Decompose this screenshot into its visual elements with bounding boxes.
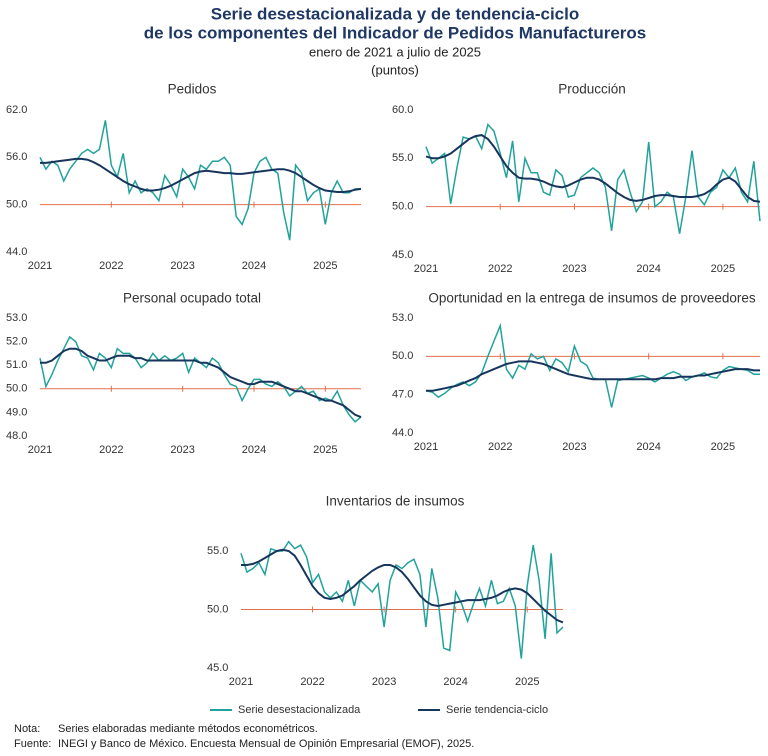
- x-tick-label: 2023: [170, 444, 194, 456]
- x-tick-label: 2023: [562, 263, 586, 275]
- y-tick-label: 51.0: [6, 359, 27, 371]
- panel-title: Pedidos: [168, 82, 217, 97]
- y-tick-label: 53.0: [6, 312, 27, 324]
- x-tick-label: 2024: [443, 676, 467, 688]
- seasonal-line: [39, 120, 361, 241]
- x-tick-label: 2023: [562, 441, 586, 453]
- x-tick-label: 2023: [372, 676, 396, 688]
- y-tick-label: 50.0: [392, 201, 413, 213]
- x-tick-label: 2024: [636, 263, 660, 275]
- y-tick-label: 50.0: [6, 383, 27, 395]
- title: de los componentes del Indicador de Pedi…: [144, 23, 647, 42]
- trend-line: [426, 360, 760, 392]
- x-tick-label: 2022: [488, 263, 512, 275]
- y-tick-label: 48.0: [6, 430, 27, 442]
- y-tick-label: 62.0: [6, 104, 27, 116]
- x-tick-label: 2025: [313, 444, 337, 456]
- x-tick-label: 2025: [313, 260, 337, 272]
- y-tick-label: 44.0: [392, 427, 413, 439]
- y-tick-label: 55.0: [207, 545, 228, 557]
- seasonal-line: [39, 335, 362, 423]
- x-tick-label: 2025: [515, 676, 539, 688]
- x-tick-label: 2025: [711, 441, 735, 453]
- x-tick-label: 2022: [488, 441, 512, 453]
- note-label: Fuente:: [14, 738, 51, 750]
- trend-line: [241, 548, 564, 624]
- trend-line: [40, 157, 362, 193]
- note-text: Series elaboradas mediante métodos econo…: [58, 723, 318, 735]
- subtitle: enero de 2021 a julio de 2025: [309, 44, 481, 59]
- x-tick-label: 2021: [229, 676, 253, 688]
- x-tick-label: 2024: [242, 444, 266, 456]
- trend-line: [40, 347, 362, 419]
- x-tick-label: 2021: [414, 263, 438, 275]
- seasonal-line: [425, 322, 760, 408]
- y-tick-label: 60.0: [392, 104, 413, 116]
- trend-line: [425, 134, 761, 203]
- y-tick-label: 47.0: [392, 389, 413, 401]
- x-tick-label: 2024: [242, 260, 266, 272]
- x-tick-label: 2025: [711, 263, 735, 275]
- y-tick-label: 55.0: [392, 152, 413, 164]
- y-tick-label: 45.0: [207, 662, 228, 674]
- seasonal-line: [240, 540, 564, 659]
- panel-title: Inventarios de insumos: [326, 494, 465, 509]
- y-tick-label: 53.0: [392, 312, 413, 324]
- y-tick-label: 52.0: [6, 336, 27, 348]
- title: Serie desestacionalizada y de tendencia-…: [211, 4, 580, 23]
- legend-label: Serie tendencia-ciclo: [446, 704, 548, 716]
- x-tick-label: 2022: [99, 260, 123, 272]
- panel-title: Producción: [558, 82, 626, 97]
- panel-title: Oportunidad en la entrega de insumos de …: [428, 291, 755, 306]
- x-tick-label: 2022: [99, 444, 123, 456]
- y-tick-label: 44.0: [6, 246, 27, 258]
- x-tick-label: 2023: [170, 260, 194, 272]
- legend-label: Serie desestacionalizada: [238, 704, 361, 716]
- x-tick-label: 2022: [300, 676, 324, 688]
- y-tick-label: 49.0: [6, 406, 27, 418]
- note-label: Nota:: [14, 723, 40, 735]
- x-tick-label: 2021: [414, 441, 438, 453]
- y-tick-label: 50.0: [6, 199, 27, 211]
- seasonal-line: [425, 122, 761, 234]
- units: (puntos): [371, 62, 419, 77]
- x-tick-label: 2021: [28, 444, 52, 456]
- y-tick-label: 45.0: [392, 249, 413, 261]
- y-tick-label: 50.0: [392, 350, 413, 362]
- x-tick-label: 2021: [28, 260, 52, 272]
- y-tick-label: 56.0: [6, 151, 27, 163]
- y-tick-label: 50.0: [207, 603, 228, 615]
- note-text: INEGI y Banco de México. Encuesta Mensua…: [58, 738, 474, 750]
- x-tick-label: 2024: [636, 441, 660, 453]
- panel-title: Personal ocupado total: [123, 291, 261, 306]
